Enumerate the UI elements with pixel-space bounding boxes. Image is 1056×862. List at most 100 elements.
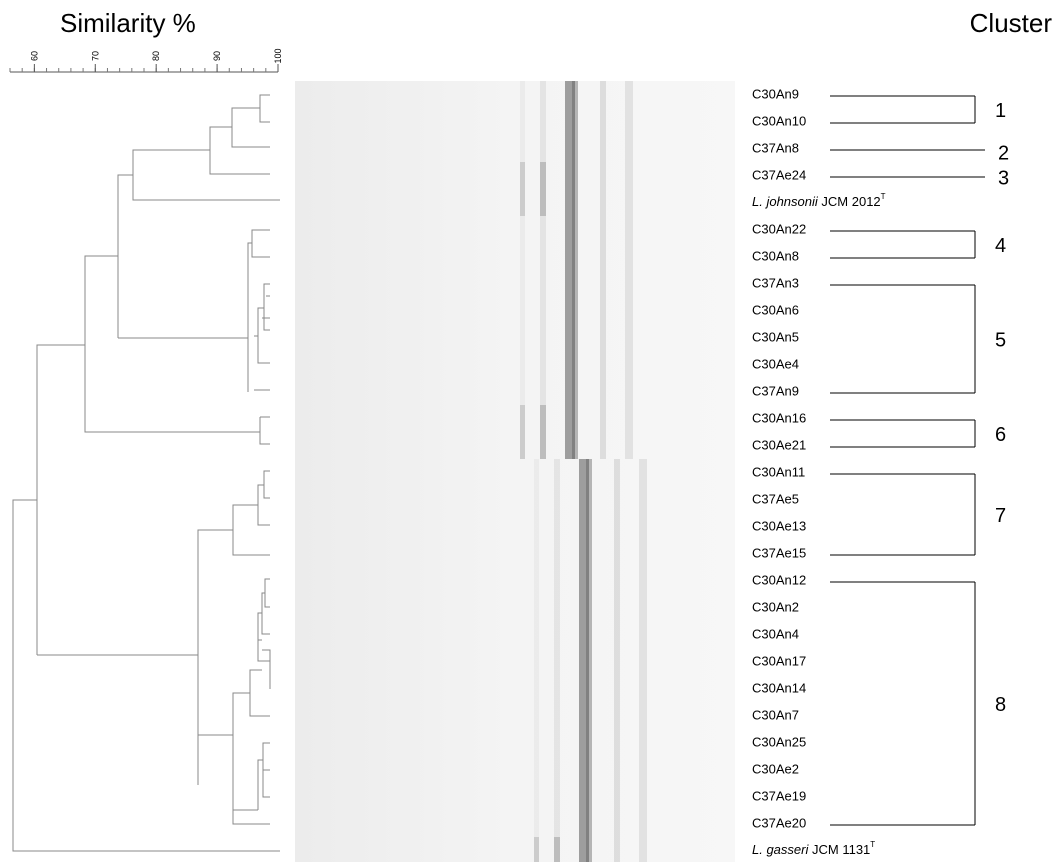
gel-band — [614, 594, 620, 621]
gel-band — [540, 297, 546, 324]
gel-band — [520, 378, 525, 405]
gel-band — [625, 324, 633, 351]
gel-band — [625, 81, 633, 108]
gel-band — [572, 81, 578, 108]
gel-band — [554, 540, 560, 567]
gel-band — [600, 216, 606, 243]
gel-band — [625, 243, 633, 270]
strain-label: C37Ae20 — [752, 815, 806, 830]
strain-label: C30An16 — [752, 410, 806, 425]
cluster-number: 3 — [998, 167, 1009, 189]
gel-band — [639, 459, 647, 486]
gel-band — [600, 81, 606, 108]
gel-band — [572, 243, 578, 270]
gel-band — [554, 594, 560, 621]
gel-band — [534, 486, 539, 513]
strain-label: C30An2 — [752, 599, 799, 614]
strain-label: C30An5 — [752, 329, 799, 344]
gel-lane — [295, 540, 735, 567]
gel-band — [520, 216, 525, 243]
gel-band — [554, 783, 560, 810]
gel-lane — [295, 189, 735, 216]
gel-band — [520, 297, 525, 324]
gel-band — [586, 702, 592, 729]
strain: JCM 1131 — [812, 842, 870, 857]
gel-band — [572, 432, 578, 459]
gel-band — [625, 270, 633, 297]
gel-band — [639, 702, 647, 729]
gel-band — [520, 432, 525, 459]
gel-band — [614, 837, 620, 862]
strain-label: C30Ae4 — [752, 356, 799, 371]
gel-band — [534, 594, 539, 621]
gel-band — [614, 729, 620, 756]
gel-lane — [295, 216, 735, 243]
gel-band — [554, 702, 560, 729]
cluster-number: 6 — [995, 424, 1006, 446]
gel-band — [614, 621, 620, 648]
gel-band — [534, 675, 539, 702]
gel-lane — [295, 837, 735, 862]
gel-band — [600, 378, 606, 405]
gel-band — [600, 135, 606, 162]
strain-label: C30An10 — [752, 113, 806, 128]
strain-label: C37Ae24 — [752, 167, 806, 182]
gel-lane — [295, 594, 735, 621]
gel-band — [586, 486, 592, 513]
gel-band — [614, 567, 620, 594]
gel-lane — [295, 810, 735, 837]
gel-band — [534, 621, 539, 648]
gel-band — [586, 648, 592, 675]
gel-band — [572, 351, 578, 378]
gel-band — [625, 351, 633, 378]
gel-band — [540, 405, 546, 432]
gel-band — [554, 513, 560, 540]
type-superscript: T — [881, 192, 886, 201]
strain-label: C30An25 — [752, 734, 806, 749]
gel-band — [639, 756, 647, 783]
gel-band — [586, 513, 592, 540]
gel-lane — [295, 459, 735, 486]
gel-band — [639, 594, 647, 621]
gel-band — [614, 702, 620, 729]
gel-lane — [295, 432, 735, 459]
gel-band — [554, 837, 560, 862]
gel-band — [534, 810, 539, 837]
strain-label: C30An17 — [752, 653, 806, 668]
gel-band — [639, 648, 647, 675]
gel-band — [540, 324, 546, 351]
strain-label: C30Ae21 — [752, 437, 806, 452]
species: L. gasseri — [752, 842, 809, 857]
gel-band — [554, 810, 560, 837]
gel-lane — [295, 135, 735, 162]
gel-band — [639, 837, 647, 862]
gel-band — [614, 459, 620, 486]
gel-lane — [295, 243, 735, 270]
strain-label: C30An4 — [752, 626, 799, 641]
strain: JCM 2012 — [821, 194, 880, 209]
gel-band — [586, 837, 592, 862]
gel-band — [572, 405, 578, 432]
gel-band — [625, 405, 633, 432]
reference-label: L. johnsonii JCM 2012T — [752, 192, 886, 209]
cluster-number: 4 — [995, 235, 1006, 257]
tick-label: 100 — [273, 48, 283, 63]
strain-label: C30An9 — [752, 86, 799, 101]
gel-band — [586, 783, 592, 810]
gel-band — [534, 459, 539, 486]
gel-band — [600, 270, 606, 297]
gel-band — [534, 837, 539, 862]
type-superscript: T — [870, 840, 875, 849]
gel-band — [639, 783, 647, 810]
gel-band — [614, 675, 620, 702]
gel-lane — [295, 270, 735, 297]
strain-label: C30An11 — [752, 464, 805, 479]
gel-band — [540, 270, 546, 297]
strain-label: C30Ae2 — [752, 761, 799, 776]
gel-band — [520, 135, 525, 162]
gel-band — [600, 405, 606, 432]
gel-lane — [295, 756, 735, 783]
gel-band — [625, 189, 633, 216]
gel-band — [572, 324, 578, 351]
